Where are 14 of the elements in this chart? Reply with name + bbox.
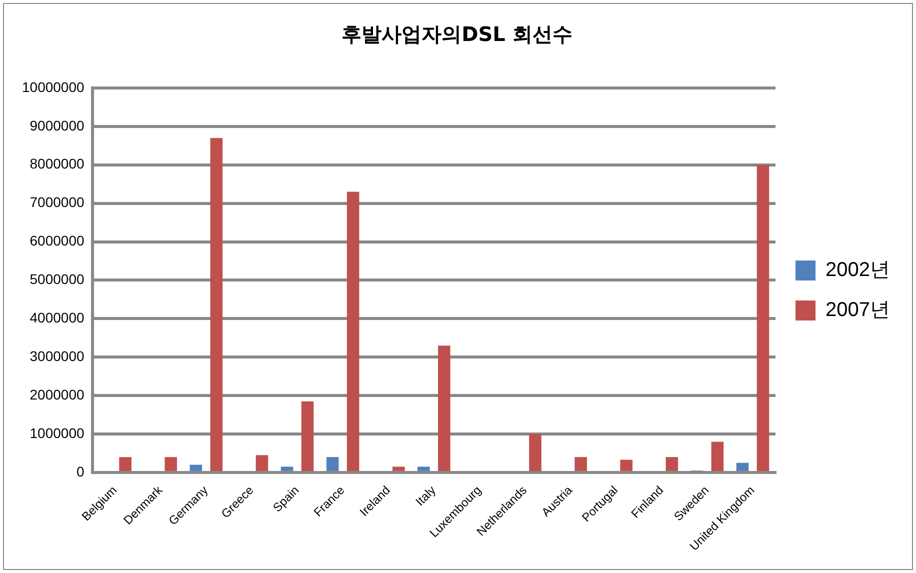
y-tick-label: 7000000 [30,194,84,210]
y-tick-label: 2000000 [30,386,84,402]
y-tick-label: 10000000 [22,78,84,95]
y-tick-label: 3000000 [30,348,84,364]
y-tick-label: 0 [76,463,84,480]
chart-title: 후발사업자의DSL 회선수 [342,22,572,46]
y-tick-label: 1000000 [30,424,84,441]
y-tick-label: 9000000 [30,117,84,134]
y-tick-label: 6000000 [30,232,84,249]
y-tick-label: 5000000 [30,271,84,288]
legend-label: 2002년 [826,259,890,282]
y-tick-label: 4000000 [30,310,84,326]
y-tick-label: 8000000 [30,156,84,172]
legend-label: 2007년 [826,299,890,322]
